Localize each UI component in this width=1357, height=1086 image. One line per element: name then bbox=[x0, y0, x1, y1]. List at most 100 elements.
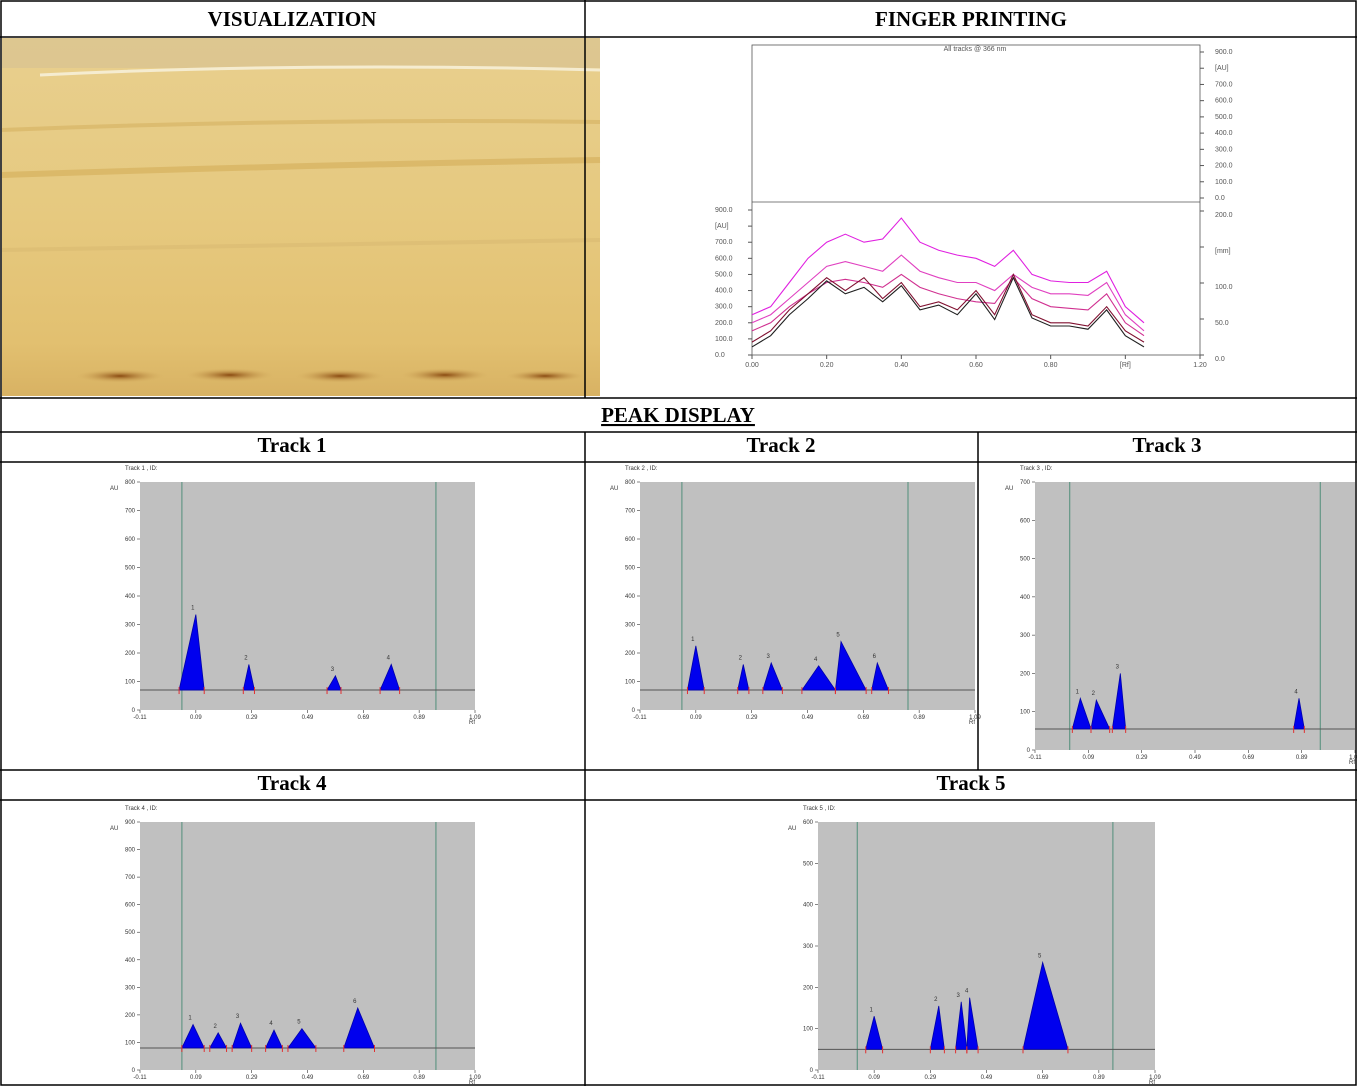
y-tick-label: 0 bbox=[132, 1068, 136, 1074]
y-tick-label: 200 bbox=[625, 651, 636, 657]
y-tick-label: 500 bbox=[803, 861, 814, 867]
track-line bbox=[752, 255, 1144, 331]
x-tick-label: 0.49 bbox=[802, 715, 814, 721]
x-tick-label: 0.60 bbox=[969, 362, 983, 369]
x-tick-label: 0.00 bbox=[745, 362, 759, 369]
y-tick-label: 200.0 bbox=[715, 320, 733, 327]
y-tick-label: 700 bbox=[1020, 480, 1031, 486]
y-tick-label: 600 bbox=[125, 537, 136, 543]
y-tick-label: 500.0 bbox=[715, 271, 733, 278]
x-tick-label: 0.29 bbox=[1136, 755, 1148, 761]
track-header: Track 2 bbox=[746, 433, 815, 457]
y-tick-label: 200 bbox=[1020, 671, 1031, 677]
y-tick-label: 400 bbox=[125, 958, 136, 964]
chart-title: Track 3 , ID: bbox=[1020, 466, 1053, 472]
section-title: PEAK DISPLAY bbox=[601, 403, 755, 427]
y-tick-label: 500 bbox=[125, 566, 136, 572]
y3-tick-label: 100.0 bbox=[1215, 284, 1233, 291]
track-line bbox=[752, 274, 1144, 342]
x-tick-label: 0.09 bbox=[868, 1075, 880, 1081]
x-tick-label: 1.09 bbox=[969, 715, 981, 721]
x-tick-label: 0.29 bbox=[924, 1075, 936, 1081]
y-tick-label: 0.0 bbox=[715, 352, 725, 359]
y2-tick-label: 900.0 bbox=[1215, 49, 1233, 56]
y-tick-label: [AU] bbox=[715, 223, 729, 230]
x-tick-label: 0.89 bbox=[413, 1075, 425, 1081]
y-tick-label: 700 bbox=[625, 509, 636, 515]
y-tick-label: 200 bbox=[803, 985, 814, 991]
x-tick-label: 0.49 bbox=[981, 1075, 993, 1081]
x-tick-label: 0.89 bbox=[913, 715, 925, 721]
page: VISUALIZATION FINGER PRINTING PEAK DISPL… bbox=[0, 0, 1357, 1086]
y-axis-label: AU bbox=[1005, 486, 1013, 492]
y-tick-label: 100 bbox=[625, 680, 636, 686]
document: VISUALIZATION FINGER PRINTING PEAK DISPL… bbox=[0, 0, 1357, 1086]
x-tick-label: 0.49 bbox=[302, 1075, 314, 1081]
x-tick-label: 0.69 bbox=[1037, 1075, 1049, 1081]
y-tick-label: 300.0 bbox=[715, 304, 733, 311]
x-tick-label: 1.09 bbox=[469, 715, 481, 721]
track-header: Track 4 bbox=[257, 771, 327, 795]
y-tick-label: 200 bbox=[125, 1013, 136, 1019]
x-tick-label: -0.11 bbox=[633, 715, 647, 721]
y-tick-label: 200 bbox=[125, 651, 136, 657]
x-tick-label: 0.80 bbox=[1044, 362, 1058, 369]
y-tick-label: 300 bbox=[1020, 633, 1031, 639]
x-tick-label: 0.09 bbox=[1082, 755, 1094, 761]
y-tick-label: 800 bbox=[625, 480, 636, 486]
x-tick-label: 0.69 bbox=[1242, 755, 1254, 761]
chart-title: Track 4 , ID: bbox=[125, 806, 158, 812]
chart-title: All tracks @ 366 nm bbox=[944, 46, 1007, 53]
y2-tick-label: 100.0 bbox=[1215, 179, 1233, 186]
y-tick-label: 100 bbox=[1020, 710, 1031, 716]
tlc-plate bbox=[2, 38, 600, 396]
y2-tick-label: [AU] bbox=[1215, 65, 1229, 72]
y-axis-label: AU bbox=[110, 826, 118, 832]
y-tick-label: 700 bbox=[125, 875, 136, 881]
y-tick-label: 900.0 bbox=[715, 207, 733, 214]
y-tick-label: 300 bbox=[625, 623, 636, 629]
y-tick-label: 100.0 bbox=[715, 336, 733, 343]
y-axis-label: AU bbox=[788, 826, 796, 832]
y-tick-label: 500 bbox=[125, 930, 136, 936]
y-tick-label: 800 bbox=[125, 848, 136, 854]
y-tick-label: 0 bbox=[1027, 748, 1031, 754]
y-tick-label: 0 bbox=[810, 1068, 814, 1074]
x-tick-label: -0.11 bbox=[1028, 755, 1042, 761]
y-tick-label: 0 bbox=[632, 708, 636, 714]
column-header: VISUALIZATION bbox=[208, 7, 377, 31]
y2-tick-label: 200.0 bbox=[1215, 163, 1233, 170]
x-tick-label: 0.69 bbox=[357, 715, 369, 721]
x-tick-label: 0.69 bbox=[357, 1075, 369, 1081]
chart-title: Track 2 , ID: bbox=[625, 466, 658, 472]
y-tick-label: 300 bbox=[125, 623, 136, 629]
y-tick-label: 0 bbox=[132, 708, 136, 714]
x-tick-label: [Rf] bbox=[1120, 362, 1131, 369]
x-tick-label: 0.40 bbox=[895, 362, 909, 369]
y3-tick-label: 0.0 bbox=[1215, 356, 1225, 363]
y-tick-label: 800 bbox=[125, 480, 136, 486]
y-tick-label: 700 bbox=[125, 509, 136, 515]
y-tick-label: 600 bbox=[1020, 518, 1031, 524]
x-tick-label: 0.29 bbox=[246, 1075, 258, 1081]
y-axis-label: AU bbox=[610, 486, 618, 492]
x-tick-label: -0.11 bbox=[133, 1075, 147, 1081]
y-tick-label: 500 bbox=[1020, 557, 1031, 563]
y2-tick-label: 600.0 bbox=[1215, 98, 1233, 105]
track-line bbox=[752, 218, 1144, 323]
y-axis-label: AU bbox=[110, 486, 118, 492]
track-header: Track 5 bbox=[936, 771, 1005, 795]
y2-tick-label: 300.0 bbox=[1215, 146, 1233, 153]
x-tick-label: 1.20 bbox=[1193, 362, 1207, 369]
track-header: Track 1 bbox=[257, 433, 326, 457]
track-line bbox=[752, 278, 1144, 347]
y-tick-label: 400 bbox=[1020, 595, 1031, 601]
x-tick-label: 0.09 bbox=[190, 1075, 202, 1081]
x-tick-label: 0.20 bbox=[820, 362, 834, 369]
plot-frame bbox=[752, 45, 1200, 355]
x-tick-label: 0.49 bbox=[1189, 755, 1201, 761]
y2-tick-label: 0.0 bbox=[1215, 195, 1225, 202]
y2-tick-label: 400.0 bbox=[1215, 130, 1233, 137]
x-tick-label: 0.29 bbox=[246, 715, 258, 721]
y3-tick-label: 50.0 bbox=[1215, 320, 1229, 327]
